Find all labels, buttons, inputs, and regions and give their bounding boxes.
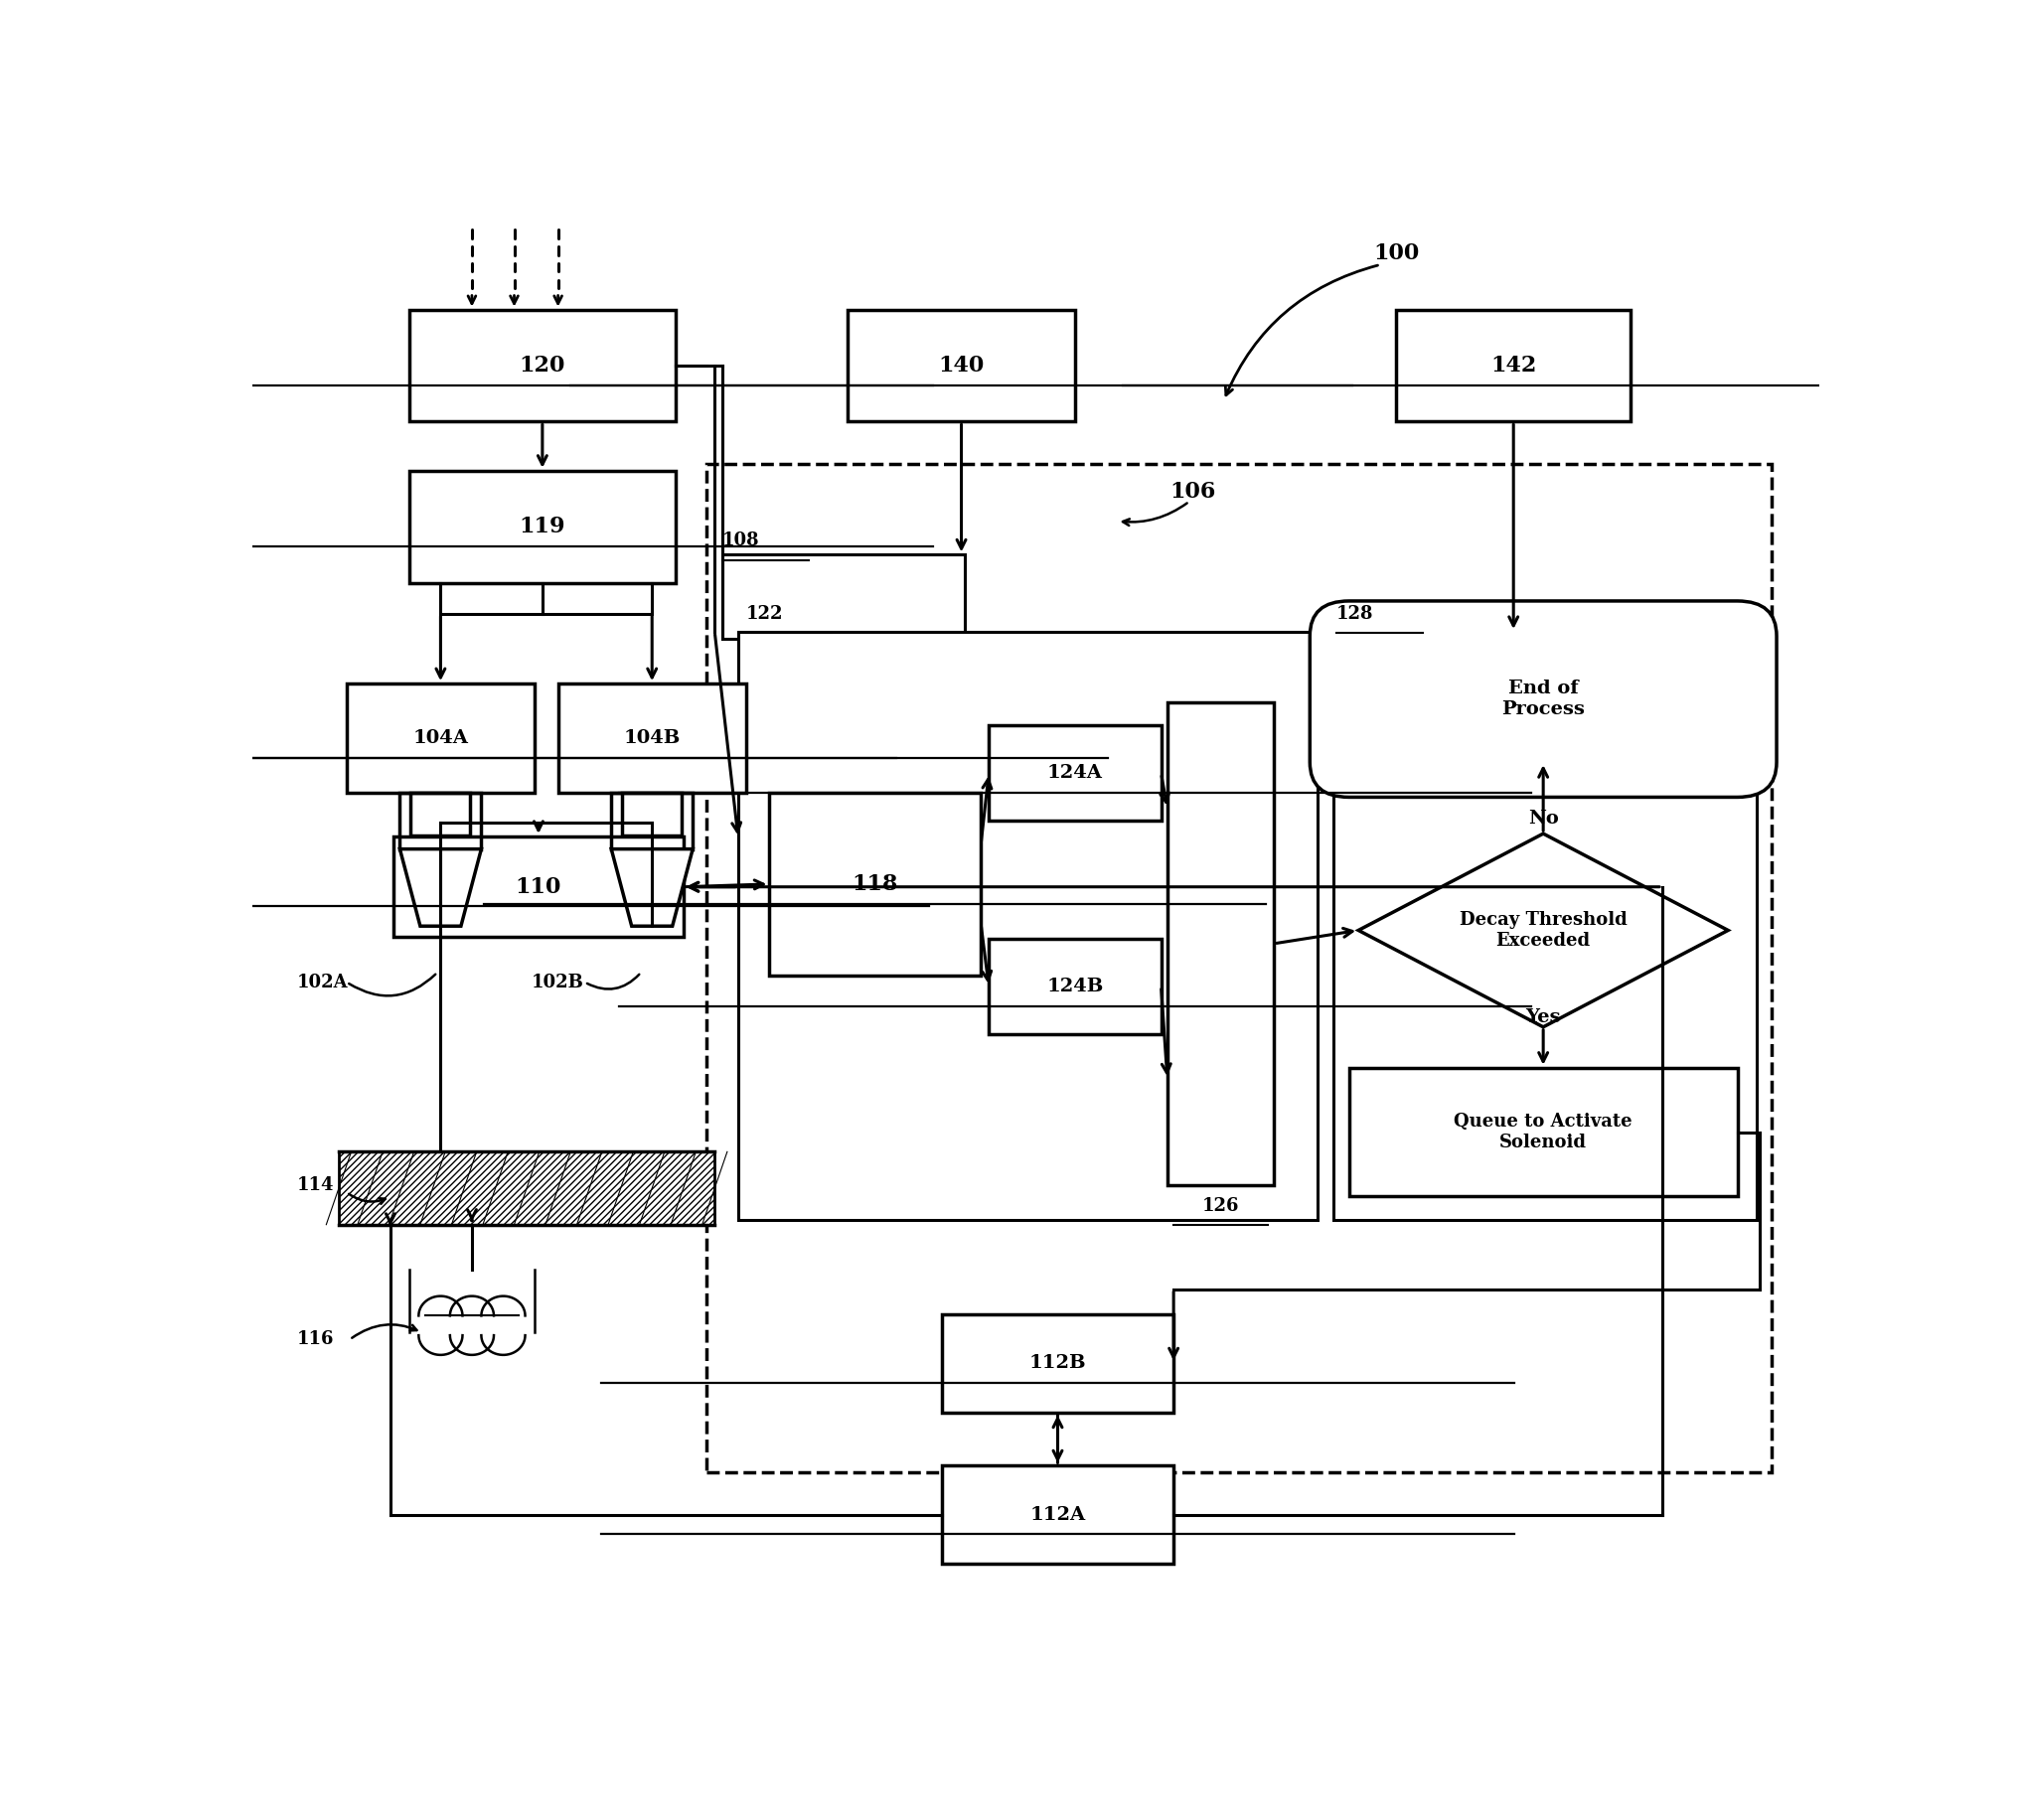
Text: 124A: 124A [1047, 764, 1103, 783]
Text: No: No [1528, 810, 1558, 826]
FancyBboxPatch shape [558, 684, 746, 794]
FancyBboxPatch shape [1397, 309, 1631, 422]
Text: 142: 142 [1489, 355, 1536, 377]
FancyBboxPatch shape [408, 471, 675, 582]
Text: 140: 140 [938, 355, 984, 377]
Text: Decay Threshold
Exceeded: Decay Threshold Exceeded [1459, 912, 1627, 950]
Text: 108: 108 [724, 531, 760, 550]
Text: 118: 118 [853, 874, 897, 895]
FancyBboxPatch shape [942, 1465, 1174, 1563]
Text: 104A: 104A [412, 730, 469, 748]
Text: 128: 128 [1336, 604, 1374, 622]
FancyBboxPatch shape [410, 794, 471, 835]
Text: End of
Process: End of Process [1502, 681, 1584, 719]
FancyBboxPatch shape [1334, 632, 1756, 1221]
Text: 112B: 112B [1029, 1354, 1087, 1372]
Text: 124B: 124B [1047, 977, 1103, 996]
FancyBboxPatch shape [394, 837, 683, 937]
FancyBboxPatch shape [738, 632, 1318, 1221]
FancyBboxPatch shape [622, 794, 681, 835]
FancyBboxPatch shape [408, 309, 675, 422]
Text: 119: 119 [519, 515, 566, 537]
Text: 120: 120 [519, 355, 566, 377]
Text: Yes: Yes [1526, 1008, 1560, 1026]
Text: 110: 110 [515, 875, 562, 897]
FancyBboxPatch shape [348, 684, 534, 794]
FancyBboxPatch shape [340, 1152, 715, 1225]
FancyBboxPatch shape [1168, 703, 1273, 1185]
Text: 126: 126 [1202, 1198, 1239, 1216]
FancyBboxPatch shape [1350, 1068, 1738, 1196]
FancyBboxPatch shape [1310, 601, 1776, 797]
Text: 102B: 102B [532, 974, 584, 992]
Text: 122: 122 [746, 604, 784, 622]
Text: 106: 106 [1170, 480, 1215, 502]
Polygon shape [400, 848, 481, 926]
Text: 114: 114 [297, 1176, 333, 1194]
FancyBboxPatch shape [724, 555, 966, 639]
Text: 100: 100 [1372, 242, 1419, 264]
Text: Queue to Activate
Solenoid: Queue to Activate Solenoid [1453, 1112, 1633, 1152]
Text: 116: 116 [297, 1330, 333, 1349]
FancyBboxPatch shape [988, 939, 1160, 1034]
Text: 102A: 102A [297, 974, 348, 992]
Polygon shape [610, 848, 693, 926]
Polygon shape [1358, 834, 1728, 1026]
FancyBboxPatch shape [770, 794, 980, 976]
FancyBboxPatch shape [988, 726, 1160, 821]
FancyBboxPatch shape [849, 309, 1075, 422]
Text: 112A: 112A [1031, 1505, 1085, 1523]
Text: 104B: 104B [624, 730, 681, 748]
FancyBboxPatch shape [942, 1314, 1174, 1412]
